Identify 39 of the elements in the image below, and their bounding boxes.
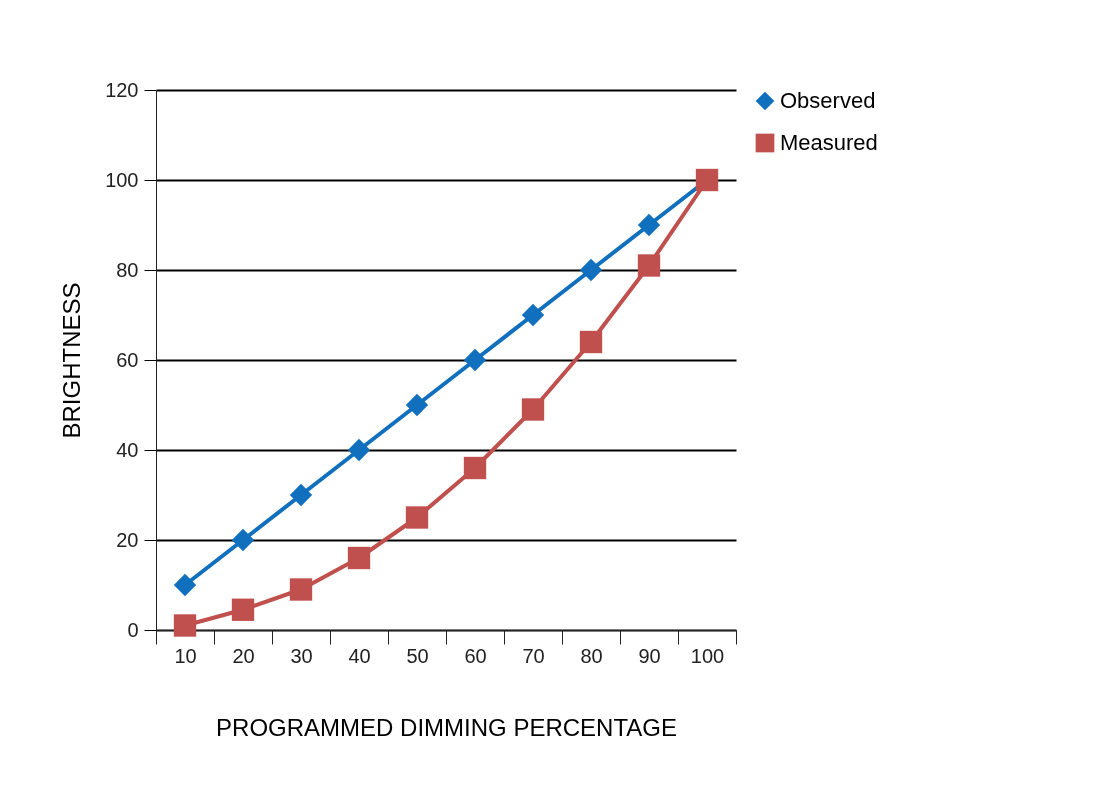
- point: [463, 456, 487, 480]
- point: [289, 483, 313, 507]
- legend-label: Observed: [780, 88, 876, 113]
- y-tick-label: 40: [116, 438, 139, 461]
- point: [231, 598, 255, 621]
- point: [579, 330, 603, 354]
- y-tick-label: 60: [116, 348, 139, 371]
- point: [289, 578, 313, 601]
- y-tick-label: 0: [127, 618, 139, 641]
- x-tick-label: 40: [348, 644, 371, 667]
- legend-label: Measured: [780, 130, 878, 155]
- y-axis-title: BRIGHTNESS: [58, 282, 86, 439]
- x-tick-label: 80: [580, 644, 603, 667]
- y-tick-label: 80: [116, 258, 139, 281]
- point: [347, 438, 371, 462]
- point: [173, 614, 197, 637]
- x-tick-label: 70: [522, 644, 545, 667]
- x-tick-label: 20: [232, 644, 255, 667]
- x-tick-label: 30: [290, 644, 313, 667]
- y-tick-label: 100: [105, 168, 139, 191]
- point: [173, 573, 197, 597]
- x-tick-label: 90: [638, 644, 661, 667]
- point: [347, 546, 371, 570]
- x-axis-title: PROGRAMMED DIMMING PERCENTAGE: [216, 713, 677, 741]
- x-tick-label: 50: [406, 644, 429, 667]
- y-tick-label: 20: [116, 528, 139, 551]
- point: [521, 398, 545, 421]
- point: [463, 348, 487, 372]
- point: [579, 258, 603, 282]
- x-tick-label: 10: [174, 644, 197, 667]
- point: [637, 254, 661, 277]
- y-tick-label: 120: [105, 78, 139, 101]
- point: [637, 213, 661, 237]
- point: [521, 303, 545, 327]
- point: [405, 393, 429, 417]
- point: [231, 528, 255, 552]
- x-tick-label: 100: [690, 644, 725, 667]
- x-tick-label: 60: [464, 644, 487, 667]
- point: [405, 506, 429, 529]
